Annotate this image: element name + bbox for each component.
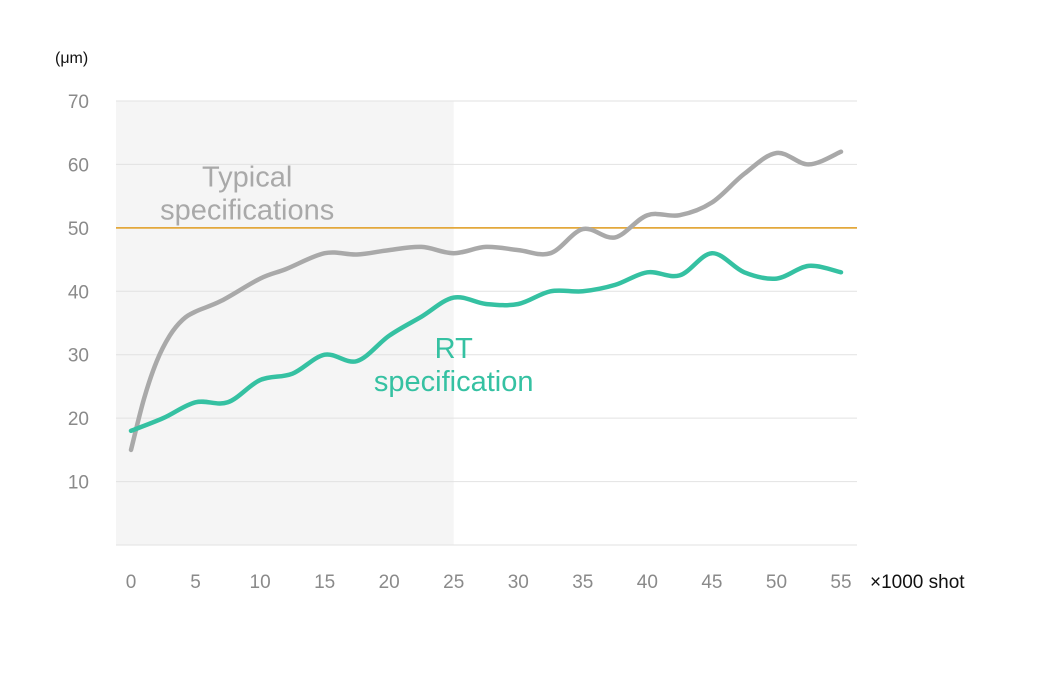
y-tick-30: 30: [68, 346, 89, 367]
x-tick-55: 55: [830, 572, 851, 593]
series-lines: [128, 149, 844, 453]
x-tick-5: 5: [190, 572, 201, 593]
x-tick-0: 0: [126, 572, 137, 593]
x-tick-35: 35: [572, 572, 593, 593]
series-label-0-line-0: Typical: [202, 162, 292, 194]
shaded-region: [116, 101, 454, 545]
x-tick-50: 50: [766, 572, 787, 593]
series-label-1-line-0: RT: [435, 333, 473, 365]
x-tick-40: 40: [637, 572, 658, 593]
y-tick-labels: 10 20 30 40 50 60 70: [68, 92, 89, 494]
y-axis-unit: (μm): [55, 50, 88, 67]
series-label-1-line-1: specification: [374, 366, 534, 398]
y-tick-50: 50: [68, 219, 89, 240]
y-tick-40: 40: [68, 282, 89, 303]
x-tick-45: 45: [701, 572, 722, 593]
y-tick-70: 70: [68, 92, 89, 113]
series-line-1: [128, 250, 844, 434]
x-tick-10: 10: [250, 572, 271, 593]
x-axis-unit: ×1000 shot: [870, 572, 965, 593]
series-line-0: [128, 149, 844, 453]
x-tick-15: 15: [314, 572, 335, 593]
y-tick-20: 20: [68, 409, 89, 430]
x-tick-labels: 0 5 10 15 20 25 30 35 40 45 50 55: [126, 572, 852, 593]
y-tick-10: 10: [68, 473, 89, 494]
y-tick-60: 60: [68, 155, 89, 176]
x-tick-25: 25: [443, 572, 464, 593]
x-tick-30: 30: [508, 572, 529, 593]
series-label-0-line-1: specifications: [160, 195, 334, 227]
x-tick-20: 20: [379, 572, 400, 593]
